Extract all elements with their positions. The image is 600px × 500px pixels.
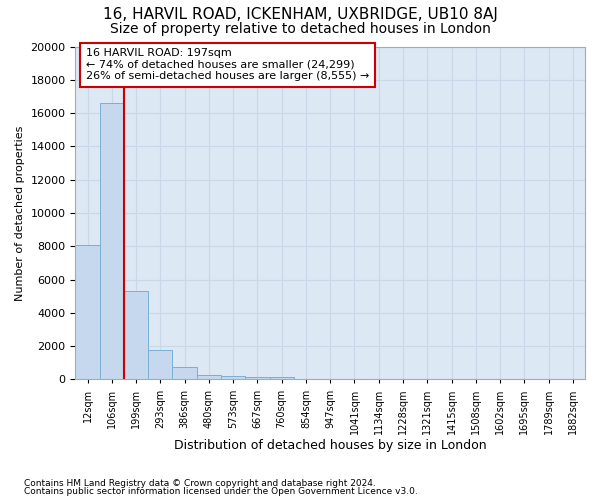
X-axis label: Distribution of detached houses by size in London: Distribution of detached houses by size … [174, 440, 487, 452]
Bar [148, 350, 172, 380]
Bar [100, 103, 124, 380]
Bar [172, 367, 197, 380]
Bar [269, 378, 294, 380]
Bar [124, 291, 148, 380]
Text: Size of property relative to detached houses in London: Size of property relative to detached ho… [110, 22, 490, 36]
Bar [221, 376, 245, 380]
Text: Contains HM Land Registry data © Crown copyright and database right 2024.: Contains HM Land Registry data © Crown c… [24, 478, 376, 488]
Y-axis label: Number of detached properties: Number of detached properties [15, 126, 25, 300]
Bar [197, 375, 221, 380]
Text: 16 HARVIL ROAD: 197sqm
← 74% of detached houses are smaller (24,299)
26% of semi: 16 HARVIL ROAD: 197sqm ← 74% of detached… [86, 48, 369, 82]
Bar [76, 244, 100, 380]
Text: 16, HARVIL ROAD, ICKENHAM, UXBRIDGE, UB10 8AJ: 16, HARVIL ROAD, ICKENHAM, UXBRIDGE, UB1… [103, 8, 497, 22]
Text: Contains public sector information licensed under the Open Government Licence v3: Contains public sector information licen… [24, 487, 418, 496]
Bar [245, 377, 269, 380]
